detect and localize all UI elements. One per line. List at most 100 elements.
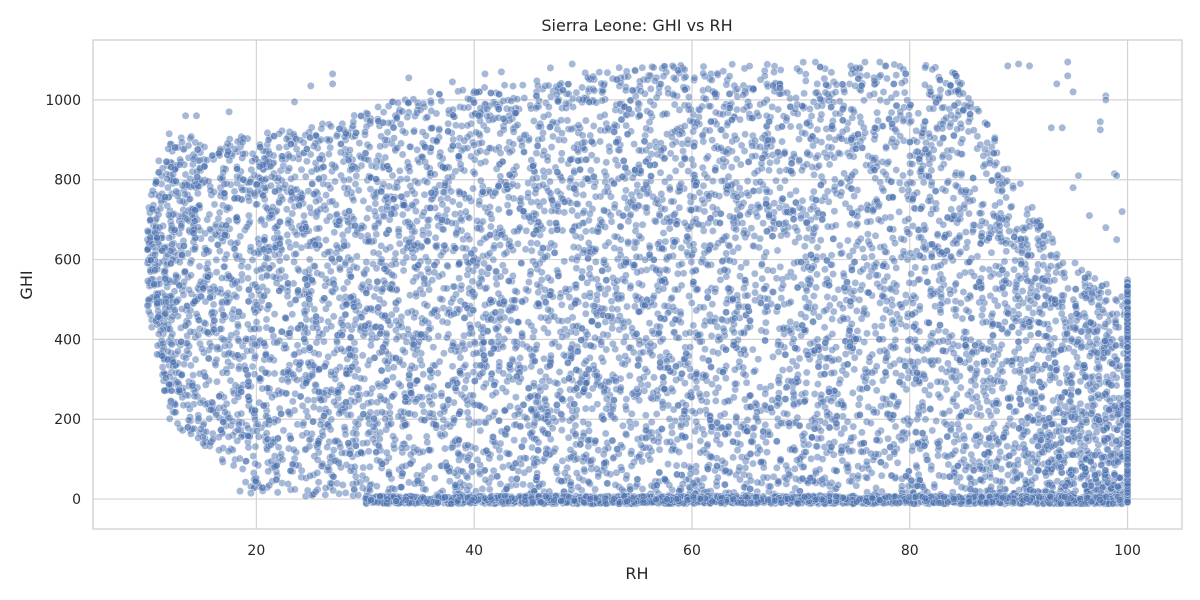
scatter-point	[743, 323, 752, 332]
scatter-point	[749, 367, 758, 376]
scatter-point	[597, 337, 606, 346]
scatter-point	[978, 217, 986, 226]
scatter-point	[892, 264, 901, 272]
scatter-point	[586, 166, 595, 175]
scatter-point	[813, 442, 821, 451]
scatter-point	[686, 116, 694, 125]
scatter-point	[756, 177, 765, 186]
scatter-point	[652, 93, 661, 102]
scatter-point	[437, 251, 445, 260]
scatter-point	[949, 367, 958, 375]
scatter-point	[419, 370, 428, 379]
scatter-point	[813, 80, 822, 88]
scatter-point	[792, 94, 800, 102]
scatter-point	[221, 255, 229, 263]
scatter-point	[742, 378, 751, 387]
scatter-point	[578, 83, 586, 92]
scatter-point	[215, 446, 223, 455]
scatter-point	[965, 423, 974, 431]
scatter-point	[1014, 328, 1023, 337]
scatter-point	[800, 89, 808, 98]
scatter-point	[1033, 266, 1042, 275]
scatter-point	[911, 263, 920, 272]
scatter-point	[881, 213, 890, 222]
scatter-point	[1090, 274, 1099, 283]
scatter-point	[611, 156, 620, 164]
scatter-point	[850, 353, 859, 362]
scatter-point	[209, 300, 218, 309]
scatter-point	[909, 299, 917, 307]
scatter-point	[991, 262, 1000, 270]
scatter-point	[944, 359, 952, 368]
scatter-point	[447, 187, 456, 196]
scatter-point	[774, 348, 783, 356]
scatter-point	[557, 149, 566, 158]
scatter-point	[675, 106, 684, 114]
scatter-point	[252, 200, 260, 209]
scatter-point	[673, 269, 682, 278]
scatter-point	[664, 460, 672, 468]
scatter-point	[855, 348, 864, 356]
scatter-point	[604, 238, 613, 247]
scatter-point	[830, 207, 839, 216]
scatter-point	[828, 315, 836, 323]
scatter-point	[872, 484, 880, 492]
scatter-point	[455, 274, 463, 283]
scatter-point	[352, 429, 361, 438]
scatter-point	[775, 167, 784, 175]
scatter-point	[496, 149, 505, 157]
scatter-point	[956, 119, 965, 128]
scatter-point	[589, 122, 598, 130]
scatter-point	[244, 263, 252, 271]
scatter-point	[329, 486, 338, 495]
scatter-point	[850, 192, 859, 200]
scatter-point	[329, 312, 338, 321]
scatter-point	[593, 400, 602, 409]
scatter-point	[921, 80, 929, 89]
scatter-point	[288, 397, 297, 406]
scatter-point	[754, 355, 763, 364]
scatter-point	[652, 410, 661, 418]
scatter-point	[749, 241, 757, 250]
scatter-point	[320, 337, 328, 346]
scatter-point	[467, 152, 475, 161]
scatter-point	[274, 443, 283, 452]
scatter-point	[1039, 253, 1048, 261]
scatter-point	[802, 448, 810, 456]
scatter-point	[626, 210, 635, 219]
scatter-point	[858, 245, 867, 253]
scatter-point	[248, 256, 257, 264]
scatter-point	[165, 414, 174, 423]
scatter-points	[143, 58, 1132, 508]
scatter-point	[1071, 259, 1079, 267]
scatter-point	[301, 172, 310, 181]
scatter-point	[630, 140, 638, 148]
scatter-point	[332, 241, 341, 250]
scatter-point	[711, 388, 720, 397]
scatter-point	[536, 367, 545, 376]
scatter-point	[187, 361, 195, 370]
scatter-point	[727, 163, 736, 172]
scatter-point	[823, 222, 832, 231]
scatter-point	[406, 142, 414, 151]
scatter-point	[622, 186, 630, 195]
scatter-point	[383, 128, 392, 137]
scatter-point	[860, 96, 868, 105]
scatter-point	[895, 208, 903, 216]
scatter-point	[774, 340, 782, 349]
scatter-point	[737, 263, 745, 272]
scatter-point	[701, 345, 709, 354]
scatter-point	[359, 463, 368, 472]
scatter-point	[560, 257, 569, 266]
scatter-point	[984, 345, 993, 354]
scatter-point	[978, 311, 986, 320]
scatter-point	[541, 395, 549, 403]
scatter-point	[745, 62, 754, 70]
scatter-point	[557, 116, 566, 124]
scatter-point	[359, 197, 368, 205]
scatter-point	[733, 446, 742, 455]
scatter-point	[522, 414, 531, 423]
scatter-point	[863, 457, 871, 466]
scatter-point	[810, 390, 819, 398]
scatter-point	[326, 143, 335, 152]
